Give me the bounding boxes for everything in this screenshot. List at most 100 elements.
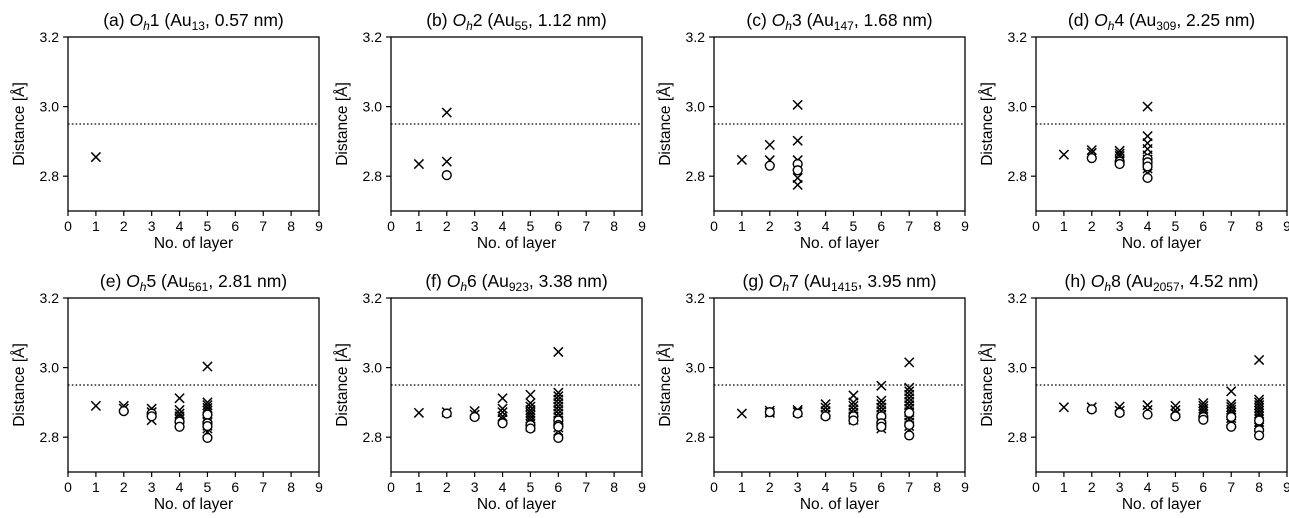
x-tick-label: 3 (471, 218, 479, 234)
chart-title-sub: 2057 (1153, 280, 1180, 294)
x-tick-label: 6 (1199, 479, 1207, 495)
x-tick-label: 8 (287, 218, 295, 234)
data-point-circle (174, 421, 185, 432)
data-point-cross (792, 135, 803, 146)
data-point-circle (146, 411, 157, 422)
x-tick-label: 9 (315, 479, 323, 495)
x-tick-label: 6 (1199, 218, 1207, 234)
x-tick-label: 7 (582, 479, 590, 495)
x-tick-label: 7 (259, 218, 267, 234)
chart-title-sub: 1415 (831, 280, 858, 294)
data-point-circle (1142, 409, 1153, 420)
data-point-circle (764, 407, 775, 418)
y-tick-label: 3.2 (686, 290, 706, 306)
chart-title: (f) Oh6 (Au923, 3.38 nm) (425, 271, 607, 294)
x-tick-label: 0 (710, 218, 718, 234)
y-tick-label: 3.2 (1008, 29, 1028, 45)
data-point-circle (792, 408, 803, 419)
data-point-circle (202, 432, 213, 443)
x-tick-label: 4 (176, 479, 184, 495)
y-axis-label: Distance [Å] (657, 82, 674, 166)
x-tick-label: 3 (148, 218, 156, 234)
chart-title: (e) Oh5 (Au561, 2.81 nm) (100, 271, 287, 294)
x-axis-label: No. of layer (800, 496, 879, 513)
chart-title-italic: O (772, 10, 786, 30)
x-tick-label: 6 (554, 479, 562, 495)
data-point-cross (736, 408, 748, 419)
y-tick-label: 3.0 (363, 360, 383, 376)
x-tick-label: 0 (387, 218, 395, 234)
x-tick-label: 2 (443, 479, 451, 495)
x-tick-label: 9 (961, 218, 969, 234)
x-tick-label: 7 (905, 479, 913, 495)
x-tick-label: 0 (387, 479, 395, 495)
chart-title-italic: O (1094, 10, 1108, 30)
y-tick-label: 3.2 (363, 29, 383, 45)
x-tick-label: 8 (610, 479, 618, 495)
chart-title-after: 5 (Au (146, 271, 188, 291)
data-point-cross (1142, 101, 1153, 112)
x-tick-label: 3 (794, 479, 802, 495)
chart-title-prefix: (a) (103, 10, 129, 30)
chart-panel: (f) Oh6 (Au923, 3.38 nm) 0 1 2 3 4 5 6 7 8 9 2.8 3.0… (334, 271, 646, 513)
y-tick-label: 3.0 (1008, 99, 1028, 115)
data-point-circle (1226, 421, 1237, 432)
x-tick-label: 5 (204, 479, 212, 495)
chart-title-italic: O (452, 10, 466, 30)
x-tick-label: 8 (610, 218, 618, 234)
data-point-cross (441, 156, 452, 167)
y-tick-label: 2.8 (1008, 168, 1028, 184)
data-point-cross (1058, 149, 1070, 160)
data-point-circle (1086, 153, 1097, 164)
data-point-circle (553, 432, 564, 443)
chart-title-after: 8 (Au (1111, 271, 1153, 291)
x-tick-label: 1 (92, 479, 100, 495)
x-tick-label: 2 (120, 218, 128, 234)
chart-title-prefix: (f) (425, 271, 446, 291)
data-point-circle (1114, 158, 1125, 170)
y-tick-label: 3.0 (363, 99, 383, 115)
x-tick-label: 2 (120, 479, 128, 495)
chart-title-prefix: (d) (1068, 10, 1094, 30)
chart-title: (b) Oh2 (Au55, 1.12 nm) (426, 10, 607, 33)
chart-title-prefix: (g) (743, 271, 769, 291)
chart-title-after: 2 (Au (473, 10, 515, 30)
x-tick-label: 1 (1060, 479, 1068, 495)
chart-title-prefix: (h) (1065, 271, 1091, 291)
data-point-cross (1226, 386, 1237, 397)
x-tick-label: 4 (499, 218, 507, 234)
x-tick-label: 9 (961, 479, 969, 495)
data-point-circle (202, 409, 213, 420)
chart-title-prefix: (e) (100, 271, 126, 291)
chart-title-italic-sub: h (1104, 280, 1111, 294)
data-point-circle (469, 411, 480, 423)
chart-title-after: 3 (Au (792, 10, 834, 30)
data-point-circle (1142, 172, 1153, 184)
x-tick-label: 0 (1032, 218, 1040, 234)
chart-panel: (d) Oh4 (Au309, 2.25 nm) 0 1 2 3 4 5 6 7 8 9 2.8 3.0… (979, 10, 1289, 252)
x-tick-label: 9 (1283, 479, 1289, 495)
chart-title-italic-sub: h (140, 280, 147, 294)
y-tick-label: 2.8 (363, 429, 383, 445)
data-point-cross (1253, 354, 1265, 366)
chart-title-sub: 147 (834, 19, 854, 33)
x-tick-label: 2 (766, 218, 774, 234)
data-point-circle (1198, 414, 1209, 425)
y-tick-label: 2.8 (1008, 429, 1028, 445)
data-point-circle (441, 408, 452, 419)
x-axis-label: No. of layer (154, 496, 233, 513)
x-tick-label: 1 (738, 479, 746, 495)
chart-panel: (a) Oh1 (Au13, 0.57 nm) 0 1 2 3 4 5 6 7 8 9 2.8 3.0 3… (11, 10, 323, 252)
x-tick-label: 2 (1088, 479, 1096, 495)
x-tick-label: 4 (822, 479, 830, 495)
x-tick-label: 2 (766, 479, 774, 495)
data-point-circle (904, 419, 915, 431)
data-point-cross (497, 393, 508, 404)
x-tick-label: 5 (1172, 218, 1180, 234)
x-tick-label: 5 (1172, 479, 1180, 495)
data-point-circle (497, 418, 508, 429)
data-point-cross (1170, 400, 1181, 412)
x-tick-label: 0 (64, 218, 72, 234)
x-tick-label: 5 (850, 218, 858, 234)
data-point-cross (876, 380, 887, 391)
